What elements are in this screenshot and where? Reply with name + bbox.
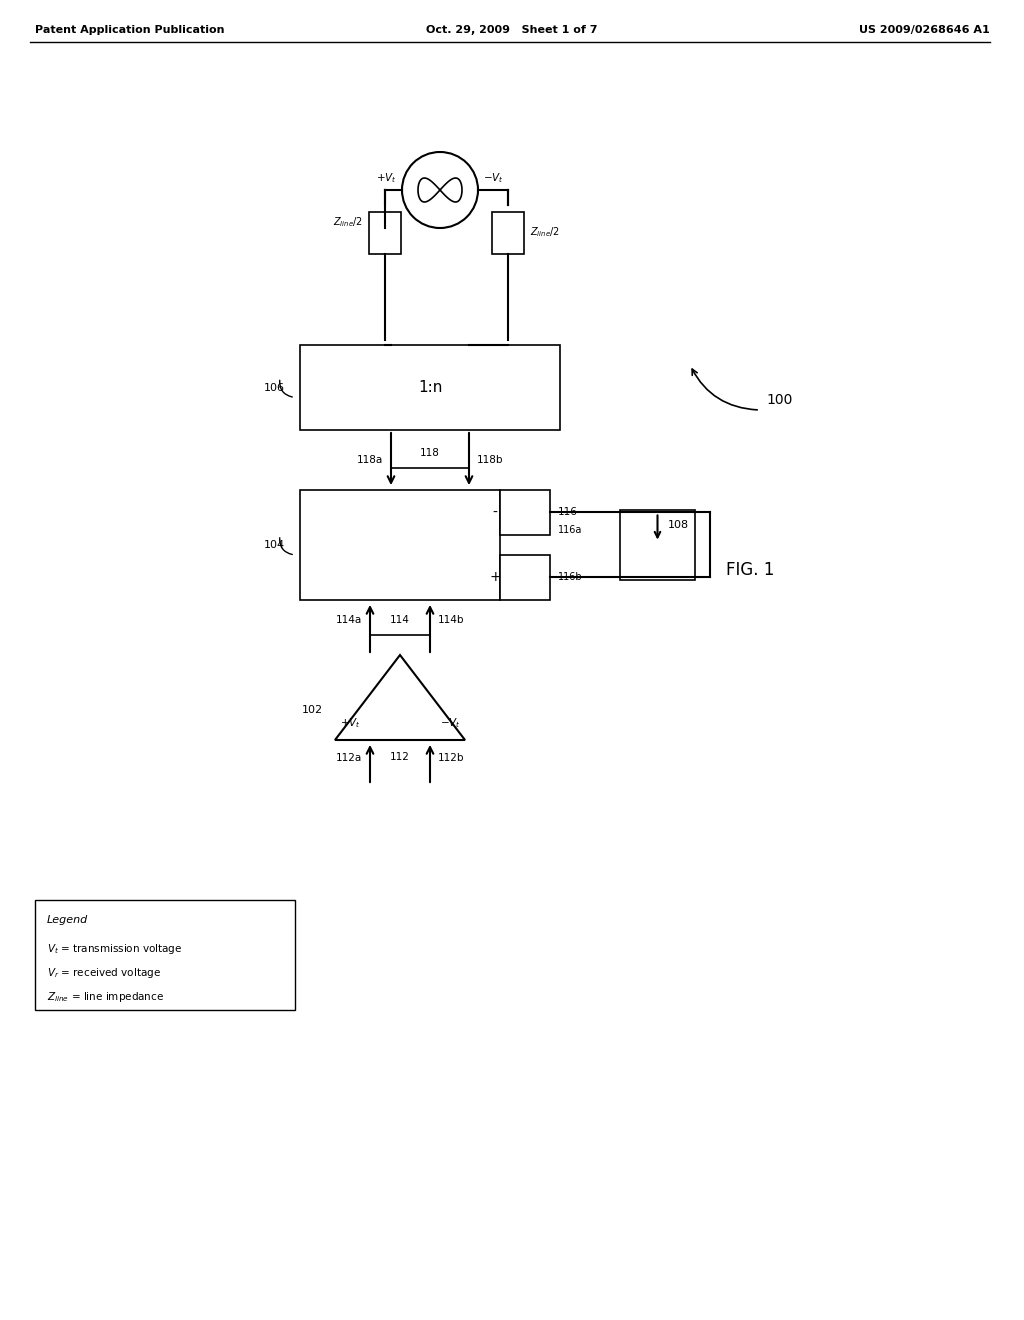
Text: US 2009/0268646 A1: US 2009/0268646 A1: [859, 25, 990, 36]
Text: Oct. 29, 2009   Sheet 1 of 7: Oct. 29, 2009 Sheet 1 of 7: [426, 25, 598, 36]
Text: $Z_{line}/2$: $Z_{line}/2$: [334, 215, 362, 230]
Text: FIG. 1: FIG. 1: [726, 561, 774, 579]
Text: $+V_t$: $+V_t$: [340, 717, 360, 730]
Text: 1:n: 1:n: [418, 380, 442, 395]
Bar: [369, 211, 401, 253]
Text: $Z_{line}/2$: $Z_{line}/2$: [530, 226, 560, 239]
Text: 118a: 118a: [356, 455, 383, 465]
Text: +: +: [489, 570, 501, 585]
FancyBboxPatch shape: [300, 490, 500, 601]
Bar: [492, 211, 524, 253]
Text: 116a: 116a: [558, 525, 583, 535]
Text: $V_t$ = transmission voltage: $V_t$ = transmission voltage: [47, 942, 182, 956]
FancyBboxPatch shape: [300, 345, 560, 430]
Text: 116: 116: [558, 507, 578, 517]
Text: Legend: Legend: [47, 915, 88, 925]
Text: 118: 118: [420, 447, 440, 458]
Text: $-V_t$: $-V_t$: [439, 717, 461, 730]
Text: 106: 106: [264, 383, 285, 392]
Text: -: -: [493, 506, 498, 520]
FancyBboxPatch shape: [500, 490, 550, 535]
Text: 100: 100: [767, 393, 794, 407]
Text: 112a: 112a: [336, 752, 362, 763]
Text: $+V_t$: $+V_t$: [376, 172, 397, 185]
FancyBboxPatch shape: [35, 900, 295, 1010]
Text: Patent Application Publication: Patent Application Publication: [35, 25, 224, 36]
Text: 114: 114: [390, 615, 410, 624]
Text: 104: 104: [264, 540, 285, 550]
Text: 114a: 114a: [336, 615, 362, 624]
Text: $Z_{line}$ = line impedance: $Z_{line}$ = line impedance: [47, 990, 164, 1005]
FancyBboxPatch shape: [620, 510, 695, 579]
Text: 114b: 114b: [438, 615, 465, 624]
Text: 102: 102: [302, 705, 323, 715]
Text: $-V_t$: $-V_t$: [483, 172, 504, 185]
Text: 116b: 116b: [558, 573, 583, 582]
Text: 112: 112: [390, 752, 410, 762]
FancyBboxPatch shape: [500, 554, 550, 601]
Text: 112b: 112b: [438, 752, 465, 763]
Text: 118b: 118b: [477, 455, 504, 465]
Text: $V_r$ = received voltage: $V_r$ = received voltage: [47, 966, 161, 979]
Text: 108: 108: [668, 520, 688, 531]
